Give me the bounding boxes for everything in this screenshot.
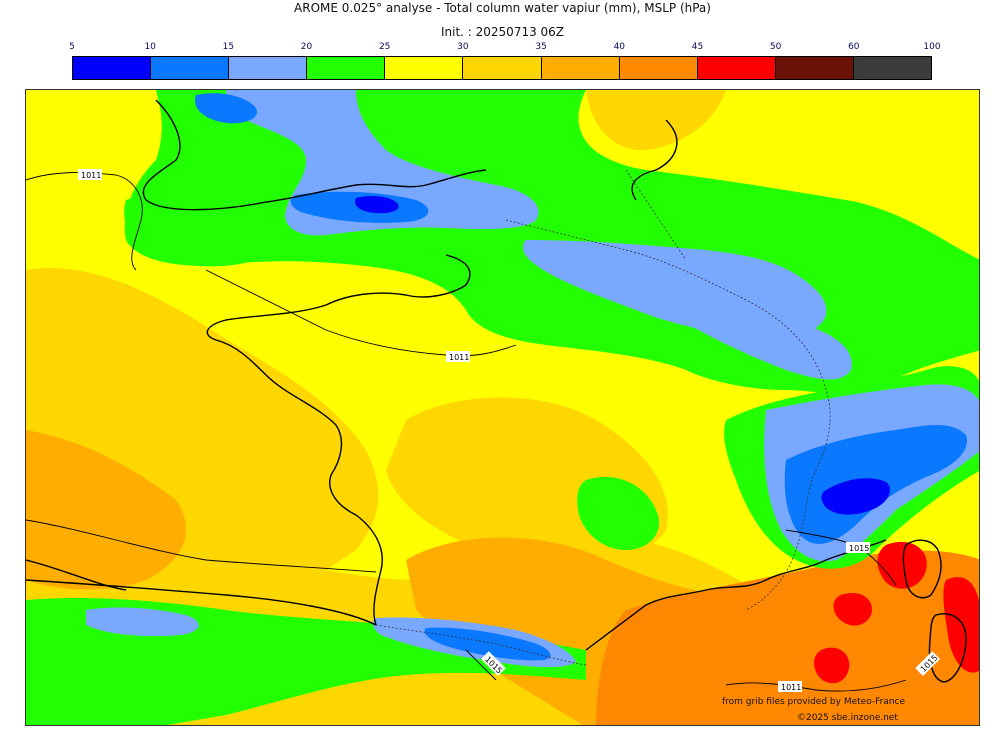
field-15-20-spain [86,607,199,637]
colorbar-segment [307,57,386,79]
field-5-10-alps [821,478,891,515]
colorbar-tick: 30 [457,42,469,52]
isobars [26,172,907,692]
field-15-20-rhine [676,300,852,380]
data-source-credit: from grib files provided by Meteo-France [722,697,906,707]
field-20-25-massif [577,476,660,550]
field-45-50-tyrrhenian [813,647,850,684]
colorbar-tick: 20 [300,42,313,52]
isobar-label-box [480,651,506,677]
colorbar-tick: 50 [769,42,782,52]
colorbar-tick: 35 [535,42,547,52]
isobar-label-box [446,351,470,362]
colorbar-segment [853,57,932,79]
colorbar-tick: 10 [144,42,156,52]
field-10-15-uk [195,93,257,124]
field-40-45-med [596,550,979,725]
water-vapour-map: 1011 1011 1015 1015 1015 1011 [26,90,979,725]
field-15-20-belgium [523,240,827,337]
colorbar-segment [229,57,308,79]
colorbar-segment [385,57,464,79]
colorbar-segment [619,57,698,79]
field-20-25-uk [124,194,267,267]
colorbar-tick: 60 [848,42,860,52]
isobar-label: 1011 [449,353,469,362]
isobar-label-box [778,681,802,692]
colorbar-segment [463,57,542,79]
colorbar-segment [541,57,620,79]
field-35-40-west [26,430,186,590]
colorbar-tick: 100 [923,42,941,52]
chart-title: AROME 0.025° analyse - Total column wate… [294,1,711,15]
coastlines [26,99,967,683]
colorbar-segment [697,57,776,79]
field-30-35-north [586,90,726,151]
field-10-15-pyrenees [424,627,551,661]
colorbar-tick: 45 [691,42,704,52]
isobar-label-box [915,651,941,677]
colorbar [72,56,932,80]
isobar-label: 1015 [849,544,869,553]
init-time-label: Init. : 20250713 06Z [440,25,565,39]
colorbar-tick: 40 [613,42,626,52]
field-45-50-sardinia [943,576,979,673]
colorbar-segment [73,57,152,79]
colorbar-tick: 5 [69,42,75,52]
isobar-label-box [78,169,102,180]
field-5-10-channel [355,196,399,214]
field-45-50-ligurian [833,592,872,626]
isobar-label-box [846,542,870,553]
copyright-credit: ©2025 sbe.inzone.net [797,713,898,723]
isobar-label: 1011 [781,683,801,692]
isobar-label: 1011 [81,171,101,180]
colorbar-segment [775,57,854,79]
colorbar-segment [151,57,230,79]
colorbar-tick: 15 [222,42,235,52]
colorbar-tick: 25 [378,42,391,52]
country-borders [375,169,831,666]
map-panel: 1011 1011 1015 1015 1015 1011 [25,89,980,726]
colorbar-tick-labels: 5 10 15 20 25 30 35 40 45 50 60 100 [69,42,940,54]
